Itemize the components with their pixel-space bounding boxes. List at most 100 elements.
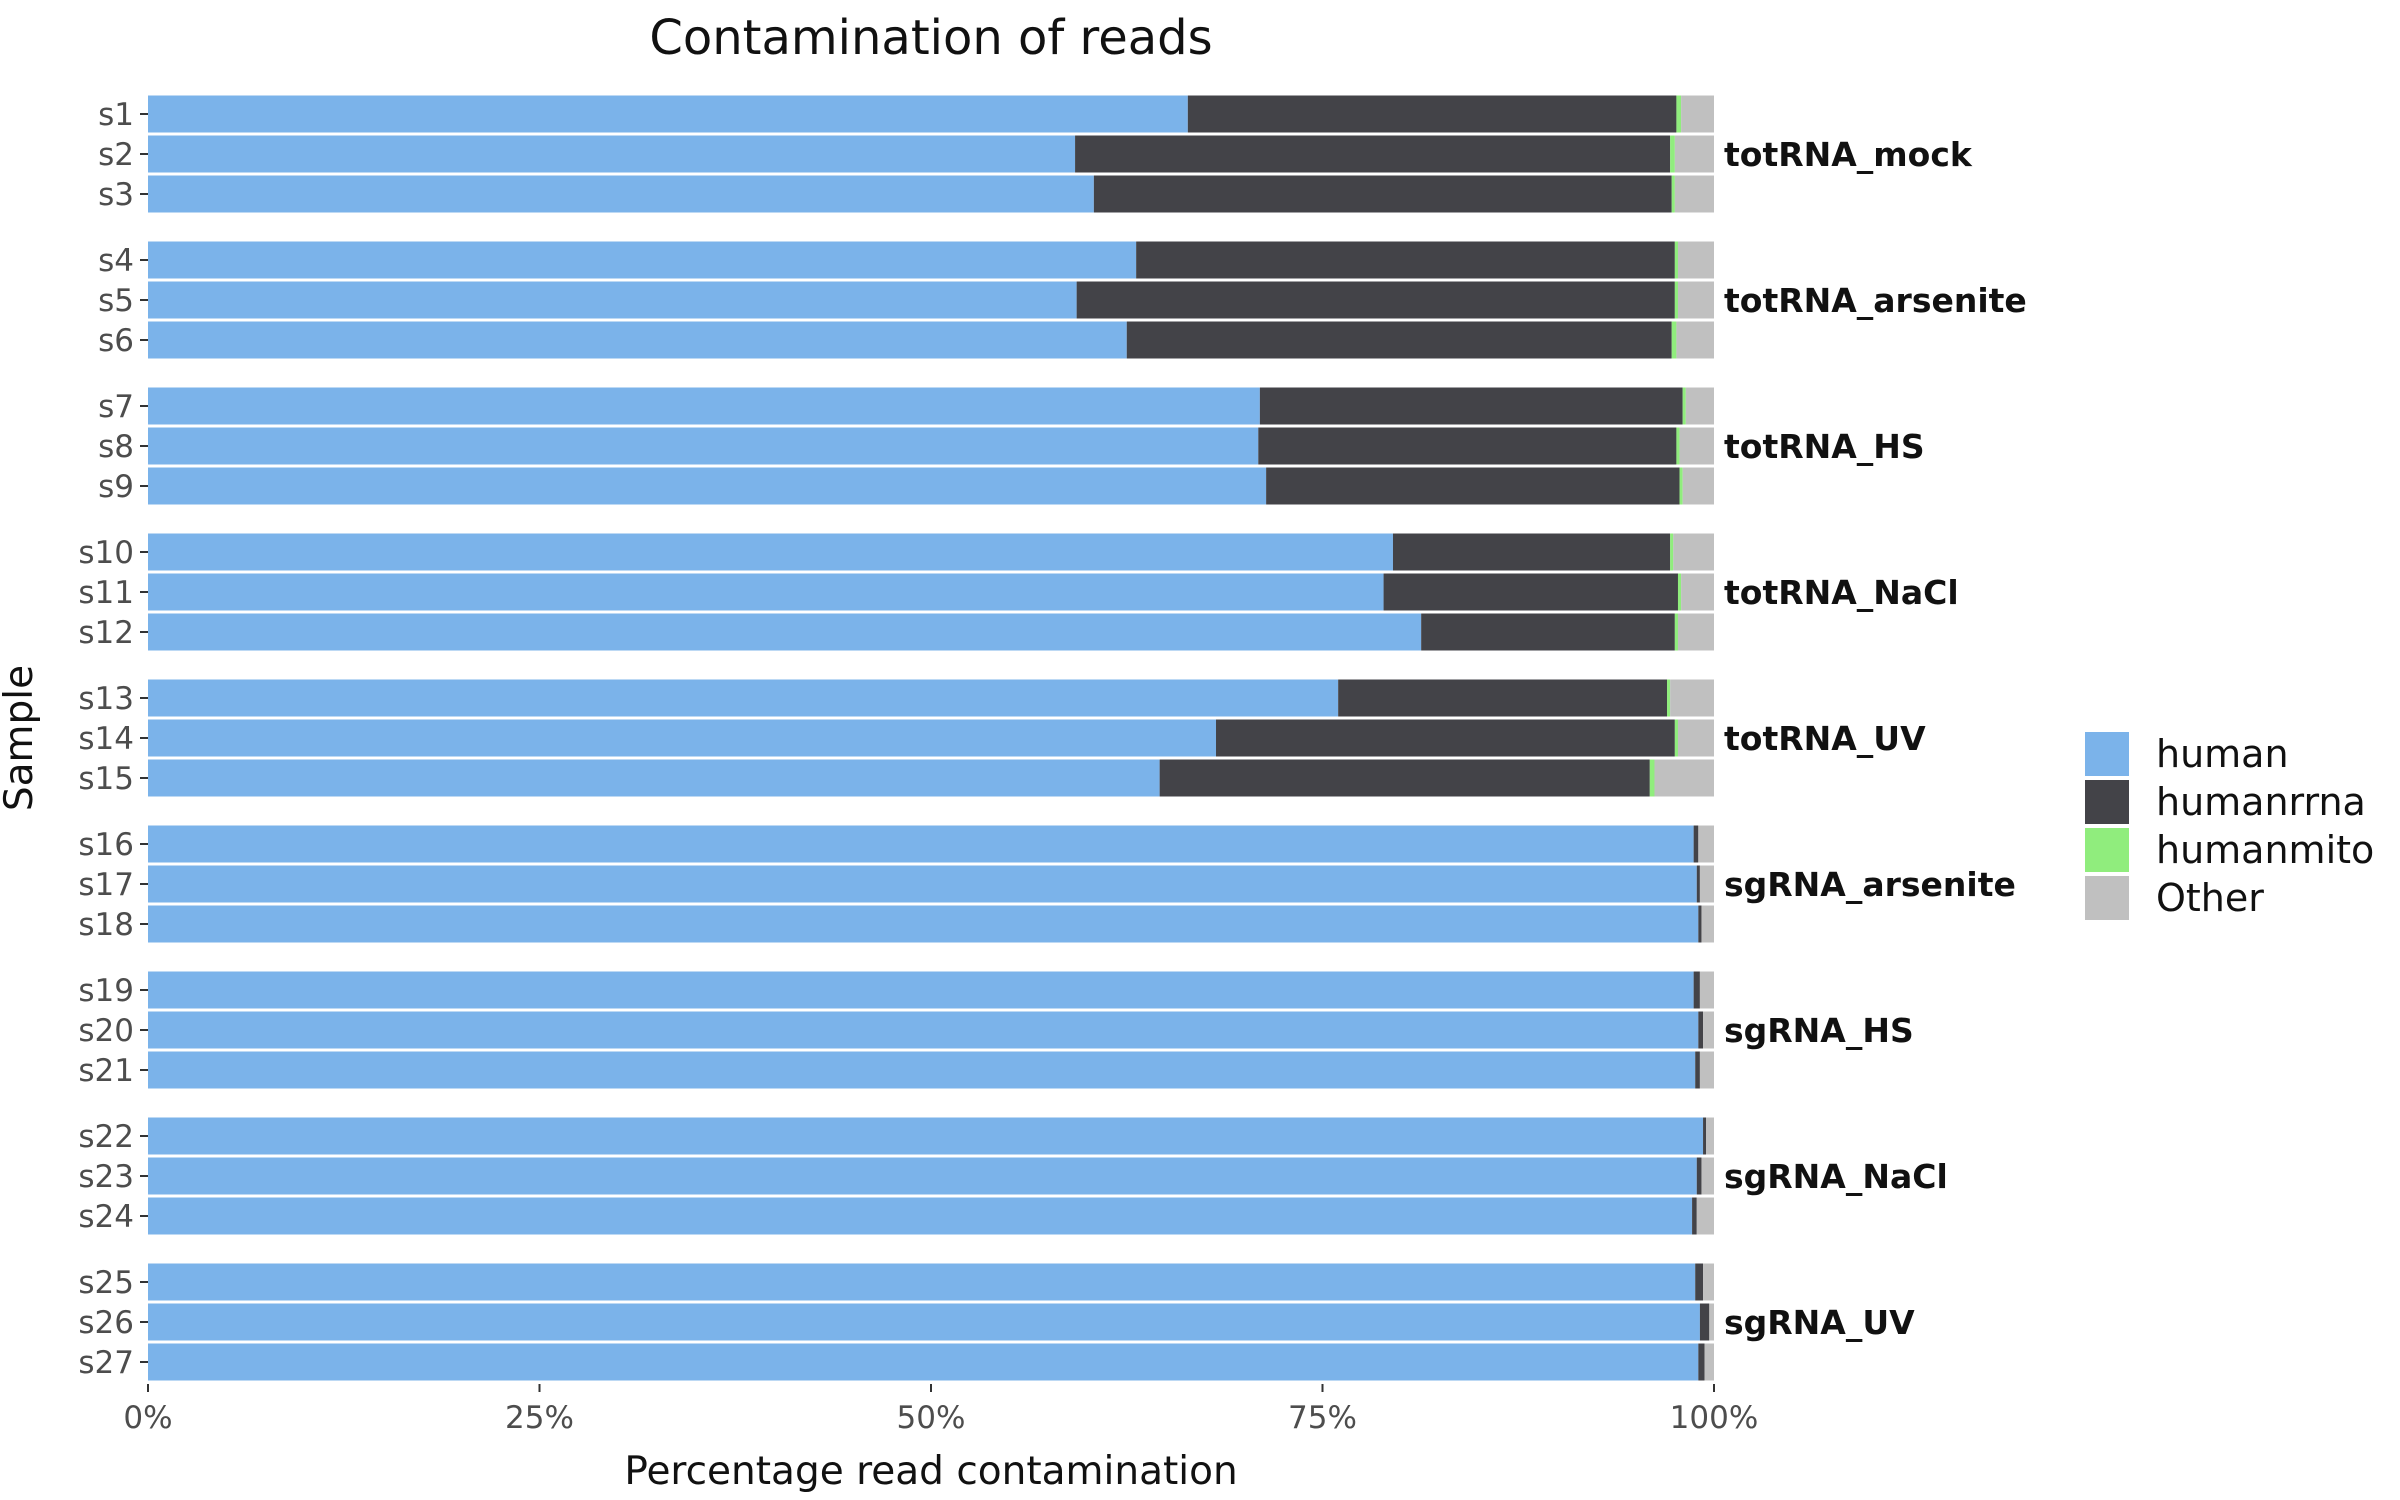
y-tick-label-s14: s14 (78, 721, 134, 757)
bar-segment-s5-Other (1677, 281, 1714, 319)
y-tick-label-s19: s19 (78, 973, 134, 1009)
bar-segment-s2-human (148, 135, 1076, 173)
y-tick-label-s10: s10 (78, 535, 134, 571)
bar-segment-s23-humanrrna (1696, 1157, 1702, 1195)
bar-segment-s9-human (148, 467, 1267, 505)
bar-segment-s1-humanrrna (1187, 95, 1677, 133)
y-tick-label-s4: s4 (98, 243, 134, 279)
bar-segment-s5-humanmito (1674, 281, 1678, 319)
legend-key-humanrrna (2085, 780, 2129, 824)
bar-segment-s6-humanrrna (1126, 321, 1672, 359)
y-tick-label-s13: s13 (78, 681, 134, 717)
y-tick-label-s7: s7 (98, 389, 134, 425)
y-tick-label-s11: s11 (78, 575, 134, 611)
x-axis-title: Percentage read contamination (624, 1449, 1237, 1494)
bar-segment-s8-humanmito (1676, 427, 1680, 465)
facet-label-totRNA_UV: totRNA_UV (1724, 719, 1926, 758)
facet-label-sgRNA_arsenite: sgRNA_arsenite (1724, 865, 2016, 904)
bar-segment-s4-human (148, 241, 1137, 279)
y-tick-label-s25: s25 (78, 1265, 134, 1301)
bar-segment-s15-humanrrna (1159, 759, 1650, 797)
y-tick-label-s3: s3 (98, 177, 134, 213)
bar-segment-s22-Other (1706, 1117, 1714, 1155)
facet-label-totRNA_arsenite: totRNA_arsenite (1724, 281, 2027, 320)
bar-segment-s23-human (148, 1157, 1697, 1195)
bar-segment-s25-humanrrna (1695, 1263, 1704, 1301)
y-tick-label-s17: s17 (78, 867, 134, 903)
bar-segment-s1-humanmito (1676, 95, 1682, 133)
y-tick-label-s23: s23 (78, 1159, 134, 1195)
bar-segment-s16-human (148, 825, 1694, 863)
bar-segment-s10-humanrrna (1392, 533, 1671, 571)
bar-segment-s13-humanmito (1667, 679, 1671, 717)
bar-segment-s7-Other (1685, 387, 1714, 425)
bar-segment-s6-human (148, 321, 1127, 359)
y-tick-label-s18: s18 (78, 907, 134, 943)
y-tick-label-s26: s26 (78, 1305, 134, 1341)
bar-segment-s9-humanmito (1679, 467, 1683, 505)
y-tick-label-s21: s21 (78, 1053, 134, 1089)
bar-segment-s15-humanmito (1649, 759, 1655, 797)
x-tick-label-25: 25% (505, 1400, 574, 1436)
y-tick-label-s16: s16 (78, 827, 134, 863)
y-tick-label-s20: s20 (78, 1013, 134, 1049)
bar-segment-s10-Other (1673, 533, 1714, 571)
bar-segment-s6-humanmito (1671, 321, 1677, 359)
y-axis-title: Sample (0, 665, 42, 811)
y-tick-label-s22: s22 (78, 1119, 134, 1155)
bar-segment-s17-humanrrna (1696, 865, 1700, 903)
bar-segment-s18-humanrrna (1698, 905, 1702, 943)
bar-segment-s27-Other (1704, 1343, 1714, 1381)
x-axis: 0% 25% 50% 75% 100% (123, 1384, 1758, 1436)
bar-segment-s7-humanmito (1682, 387, 1686, 425)
bars-layer (148, 95, 1714, 1381)
x-tick-label-0: 0% (123, 1400, 172, 1436)
legend-label-humanmito: humanmito (2156, 828, 2374, 872)
bar-segment-s18-human (148, 905, 1699, 943)
bar-segment-s1-Other (1681, 95, 1714, 133)
bar-segment-s21-Other (1699, 1051, 1714, 1089)
bar-segment-s15-Other (1654, 759, 1714, 797)
legend-key-Other (2085, 876, 2129, 920)
bar-segment-s2-humanmito (1670, 135, 1675, 173)
bar-segment-s3-human (148, 175, 1094, 213)
x-tick-label-100: 100% (1670, 1400, 1759, 1436)
bar-segment-s14-human (148, 719, 1217, 757)
bar-segment-s20-human (148, 1011, 1699, 1049)
bar-segment-s16-Other (1698, 825, 1714, 863)
bar-segment-s7-human (148, 387, 1260, 425)
bar-segment-s8-humanrrna (1258, 427, 1677, 465)
y-tick-label-s9: s9 (98, 469, 134, 505)
y-tick-label-s24: s24 (78, 1199, 134, 1235)
bar-segment-s11-human (148, 573, 1384, 611)
bar-segment-s25-Other (1703, 1263, 1714, 1301)
bar-segment-s4-Other (1677, 241, 1714, 279)
y-tick-label-s2: s2 (98, 137, 134, 173)
bar-segment-s18-Other (1701, 905, 1714, 943)
bar-segment-s26-Other (1709, 1303, 1714, 1341)
bar-segment-s2-humanrrna (1075, 135, 1671, 173)
facet-label-totRNA_mock: totRNA_mock (1724, 135, 1973, 174)
bar-segment-s17-Other (1699, 865, 1714, 903)
y-tick-label-s12: s12 (78, 615, 134, 651)
facet-labels: totRNA_mock totRNA_arsenite totRNA_HS totRN… (1724, 135, 2027, 1342)
bar-segment-s22-humanrrna (1703, 1117, 1707, 1155)
bar-segment-s14-humanmito (1674, 719, 1678, 757)
bar-segment-s24-Other (1696, 1197, 1714, 1235)
bar-segment-s24-humanrrna (1692, 1197, 1697, 1235)
y-tick-label-s6: s6 (98, 323, 134, 359)
bar-segment-s19-human (148, 971, 1694, 1009)
legend-key-human (2085, 732, 2129, 776)
facet-label-totRNA_HS: totRNA_HS (1724, 427, 1925, 466)
legend-key-humanmito (2085, 828, 2129, 872)
bar-segment-s21-human (148, 1051, 1696, 1089)
bar-segment-s13-Other (1670, 679, 1714, 717)
bar-segment-s1-human (148, 95, 1188, 133)
y-tick-label-s8: s8 (98, 429, 134, 465)
bar-segment-s13-humanrrna (1338, 679, 1668, 717)
x-tick-label-50: 50% (897, 1400, 966, 1436)
y-tick-label-s15: s15 (78, 761, 134, 797)
bar-segment-s4-humanrrna (1136, 241, 1675, 279)
bar-segment-s12-humanmito (1674, 613, 1678, 651)
